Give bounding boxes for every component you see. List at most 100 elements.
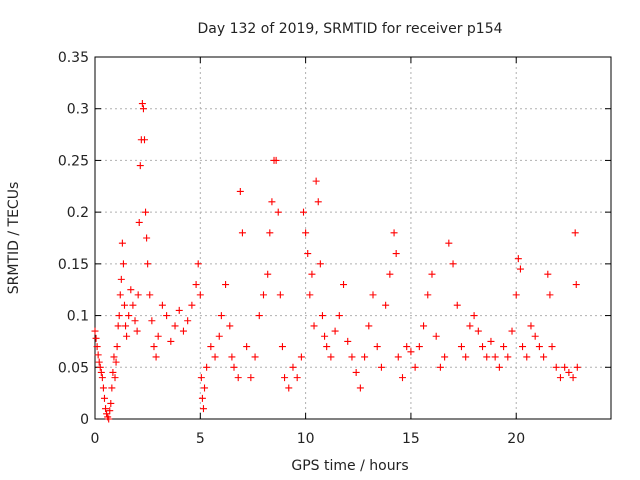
data-point (107, 399, 115, 407)
data-point (321, 332, 329, 340)
data-point (356, 384, 364, 392)
data-point (491, 353, 499, 361)
data-point (449, 260, 457, 268)
data-point (96, 363, 104, 371)
data-point (281, 374, 289, 382)
data-point (331, 327, 339, 335)
data-point (369, 291, 377, 299)
data-point (466, 322, 474, 330)
data-point (108, 384, 116, 392)
data-point (312, 177, 320, 185)
data-point (308, 270, 316, 278)
data-point (171, 322, 179, 330)
data-point (327, 353, 335, 361)
data-point (572, 281, 580, 289)
data-point (135, 218, 143, 226)
y-tick-label: 0 (80, 412, 89, 428)
y-axis-ticks: 0 0.05 0.1 0.15 0.2 0.25 0.3 0.35 (58, 50, 611, 428)
data-point (398, 374, 406, 382)
data-point (407, 348, 415, 356)
data-point (117, 275, 125, 283)
data-point (411, 363, 419, 371)
data-point (125, 312, 133, 320)
data-point (196, 291, 204, 299)
data-point (255, 312, 263, 320)
data-point (300, 208, 308, 216)
plot-frame (94, 56, 612, 420)
data-point (146, 291, 154, 299)
data-point (115, 312, 123, 320)
data-point (116, 291, 124, 299)
data-point (540, 353, 548, 361)
data-point (228, 353, 236, 361)
data-point (197, 374, 205, 382)
data-point (236, 187, 244, 195)
data-point (571, 229, 579, 237)
data-point (158, 301, 166, 309)
data-point (310, 322, 318, 330)
data-point (211, 353, 219, 361)
data-point (134, 291, 142, 299)
x-tick-label: 0 (91, 431, 100, 447)
data-point (519, 343, 527, 351)
data-point (113, 343, 121, 351)
data-point (112, 358, 120, 366)
x-axis-ticks: 0 5 10 15 20 (91, 57, 525, 447)
data-point (127, 286, 135, 294)
data-point (163, 312, 171, 320)
data-point (198, 394, 206, 402)
data-point (264, 270, 272, 278)
data-point (122, 322, 130, 330)
data-point (552, 363, 560, 371)
data-point (222, 281, 230, 289)
data-point (230, 363, 238, 371)
data-point (105, 415, 113, 423)
data-point (129, 301, 137, 309)
data-point (148, 317, 156, 325)
data-point (215, 332, 223, 340)
data-point (462, 353, 470, 361)
data-point (266, 229, 274, 237)
data-point (556, 374, 564, 382)
data-point (99, 384, 107, 392)
data-point (98, 374, 106, 382)
data-point (175, 306, 183, 314)
data-point (516, 265, 524, 273)
data-point (403, 343, 411, 351)
x-tick-label: 10 (297, 431, 315, 447)
data-point (136, 162, 144, 170)
data-point (457, 343, 465, 351)
data-point (278, 343, 286, 351)
data-point (192, 281, 200, 289)
data-point (340, 281, 348, 289)
data-point (365, 322, 373, 330)
x-axis-title: GPS time / hours (291, 458, 408, 474)
data-point (152, 353, 160, 361)
data-point (106, 407, 114, 415)
data-point (217, 312, 225, 320)
data-point (441, 353, 449, 361)
data-point (304, 250, 312, 258)
y-axis-title: SRMTID / TECUs (6, 182, 22, 295)
data-point (495, 363, 503, 371)
x-tick-label: 15 (402, 431, 420, 447)
data-point (470, 312, 478, 320)
data-point (118, 239, 126, 247)
data-point (535, 343, 543, 351)
data-point (91, 327, 99, 335)
data-point (111, 374, 119, 382)
data-point (103, 410, 111, 418)
data-point (504, 353, 512, 361)
data-point (276, 291, 284, 299)
data-point (184, 317, 192, 325)
data-point (259, 291, 267, 299)
x-tick-label: 20 (507, 431, 525, 447)
data-point (377, 363, 385, 371)
x-tick-label: 5 (196, 431, 205, 447)
data-point (123, 332, 131, 340)
data-point (119, 260, 127, 268)
data-point (344, 337, 352, 345)
data-point (546, 291, 554, 299)
data-point (194, 260, 202, 268)
data-point (314, 198, 322, 206)
